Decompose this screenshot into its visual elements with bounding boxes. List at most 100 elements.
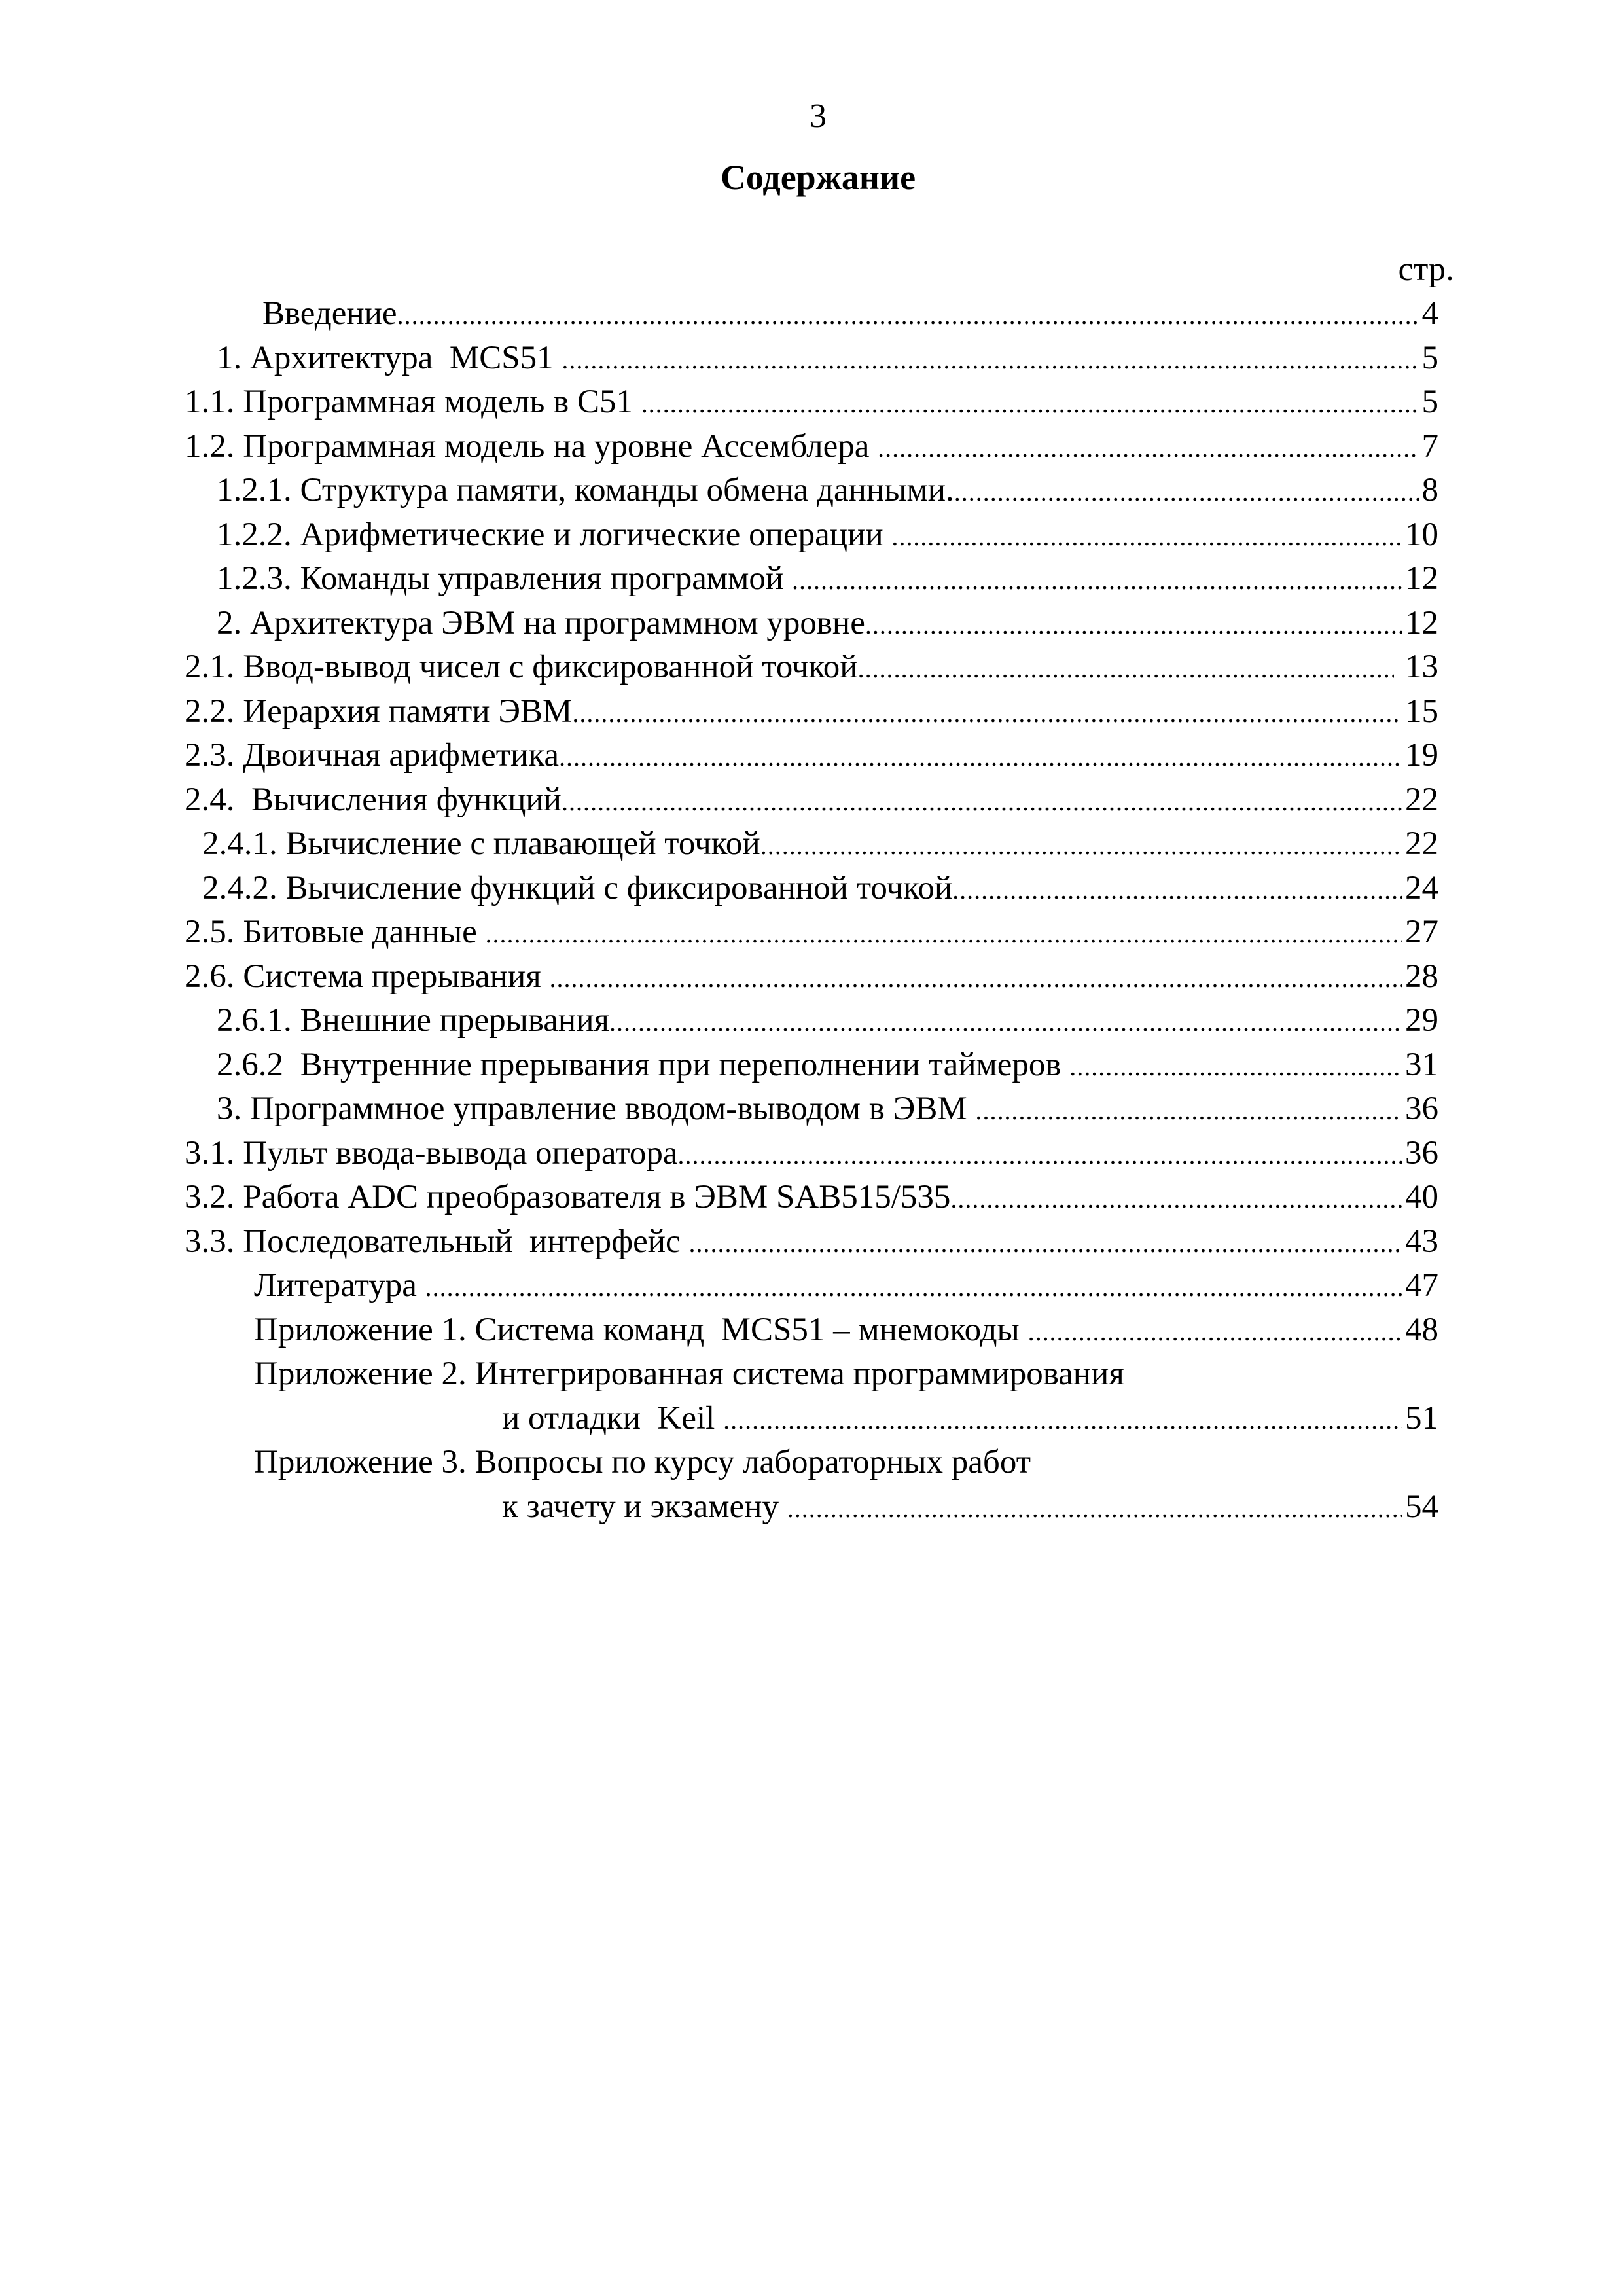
dot-leader <box>572 691 1402 736</box>
toc-entry-title: Приложение 2. Интегрированная система пр… <box>254 1355 1124 1392</box>
toc-entry-title: 2.2. Иерархия памяти ЭВМ <box>185 692 573 730</box>
dot-leader <box>878 426 1419 471</box>
dot-leader <box>562 338 1419 382</box>
toc-entry: 2.3. Двоичная арифметика 19 <box>0 734 1623 778</box>
toc-entry-title: Литература <box>254 1267 425 1304</box>
toc-entry: 1.2.3. Команды управления программой 12 <box>0 557 1623 601</box>
toc-entry-page: 13 <box>1397 649 1438 685</box>
toc-entry-title: Приложение 1. Система команд MCS51 – мне… <box>254 1311 1028 1348</box>
toc-entry-title: 3. Программное управление вводом-выводом… <box>217 1090 976 1127</box>
toc-entry: Приложение 2. Интегрированная система пр… <box>0 1352 1623 1397</box>
toc-entry: 3.1. Пульт ввода-вывода оператора 36 <box>0 1132 1623 1176</box>
dot-leader <box>787 1486 1402 1531</box>
toc-entry: 1.2. Программная модель на уровне Ассемб… <box>0 425 1623 469</box>
toc-entry-title: 1.2.1. Структура памяти, команды обмена … <box>217 472 954 509</box>
toc-entry-page: 28 <box>1405 958 1438 995</box>
toc-entry-page: 12 <box>1405 604 1438 641</box>
toc-entry-title: и отладки Keil <box>502 1399 724 1437</box>
toc-entry: 2.6.2 Внутренние прерывания при переполн… <box>0 1043 1623 1088</box>
toc-entry-page: 15 <box>1405 692 1438 730</box>
toc-entry-page: 36 <box>1405 1134 1438 1172</box>
toc-entry-title: 2.4.2. Вычисление функций с фиксированно… <box>202 869 953 906</box>
toc-entry-page: 27 <box>1405 914 1438 950</box>
toc-entry: 2.2. Иерархия памяти ЭВМ 15 <box>0 690 1623 734</box>
toc-entry: 2.6. Система прерывания 28 <box>0 955 1623 999</box>
dot-leader <box>549 956 1402 1001</box>
toc-entry-page: 43 <box>1405 1223 1438 1260</box>
toc-entry: Приложение 1. Система команд MCS51 – мне… <box>0 1308 1623 1353</box>
dot-leader <box>559 735 1402 780</box>
toc-entry-page: 5 <box>1421 384 1439 420</box>
dot-leader <box>678 1133 1403 1177</box>
toc-entry-page: 5 <box>1421 339 1439 376</box>
toc-entry: 1.2.1. Структура памяти, команды обмена … <box>0 469 1623 513</box>
toc-entry: 2.4.2. Вычисление функций с фиксированно… <box>0 867 1623 911</box>
page-title: Содержание <box>720 158 916 197</box>
toc-entry-title: к зачету и экзамену <box>502 1488 787 1525</box>
toc-entry: Введение 4 <box>0 292 1623 336</box>
toc-entry: Литература 47 <box>0 1264 1623 1308</box>
toc-entry-page: 22 <box>1405 825 1438 862</box>
toc-entry: к зачету и экзамену 54 <box>0 1485 1623 1530</box>
toc-entry-title: 2.4. Вычисления функций <box>185 781 562 818</box>
toc-entry-title: 3.2. Работа ADC преобразователя в ЭВМ SA… <box>185 1179 951 1215</box>
toc-entry-title: 2.6.1. Внешние прерывания <box>217 1002 609 1039</box>
toc-entry: 2.1. Ввод-вывод чисел с фиксированной то… <box>0 645 1623 690</box>
toc-entry-page: 40 <box>1405 1179 1438 1215</box>
toc-entry-title: 1.2.3. Команды управления программой <box>217 560 792 597</box>
toc-entry-title: 2. Архитектура ЭВМ на программном уровне <box>217 604 865 641</box>
toc-entry-page: 47 <box>1405 1267 1438 1304</box>
dot-leader <box>858 647 1395 691</box>
toc-entry: 1.1. Программная модель в С51 5 <box>0 380 1623 425</box>
dot-leader <box>1069 1045 1402 1089</box>
dot-leader <box>723 1398 1402 1443</box>
toc-entry-title: 1.1. Программная модель в С51 <box>185 384 641 420</box>
toc-entry: 1. Архитектура MCS51 5 <box>0 336 1623 381</box>
toc-entry: 2.5. Битовые данные 27 <box>0 910 1623 955</box>
dot-leader <box>688 1221 1402 1266</box>
dot-leader <box>975 1088 1402 1133</box>
toc-entry-title: 3.1. Пульт ввода-вывода оператора <box>185 1134 678 1172</box>
toc-entry-title: 2.3. Двоичная арифметика <box>185 737 559 774</box>
toc-entry-page: 8 <box>1421 472 1439 509</box>
toc-entry: 3.3. Последовательный интерфейс 43 <box>0 1220 1623 1265</box>
dot-leader <box>641 382 1419 426</box>
dot-leader <box>950 1177 1402 1221</box>
toc-entry-page: 36 <box>1405 1090 1438 1127</box>
page-column-label: стр. <box>1398 251 1454 288</box>
dot-leader <box>425 1265 1402 1310</box>
toc-entry-title: 1.2.2. Арифметические и логические опера… <box>217 516 892 553</box>
dot-leader <box>1028 1310 1402 1354</box>
toc-entry-title: Приложение 3. Вопросы по курсу лаборатор… <box>254 1444 1031 1480</box>
toc-entry-title: 1.2. Программная модель на уровне Ассемб… <box>185 427 878 465</box>
toc-entry-page: 4 <box>1421 295 1439 332</box>
toc-entry-title: Введение <box>262 295 397 332</box>
toc-entry-page: 22 <box>1405 781 1438 818</box>
toc-entry-page: 51 <box>1405 1399 1438 1437</box>
table-of-contents: Введение41. Архитектура MCS51 51.1. Прог… <box>0 292 1623 1529</box>
dot-leader <box>952 868 1402 912</box>
toc-entry-page: 19 <box>1405 737 1438 774</box>
toc-entry-page: 54 <box>1405 1488 1438 1525</box>
toc-entry-title: 3.3. Последовательный интерфейс <box>185 1223 689 1260</box>
toc-entry: 2.6.1. Внешние прерывания 29 <box>0 999 1623 1043</box>
dot-leader <box>865 603 1402 647</box>
toc-entry-page: 24 <box>1405 869 1438 906</box>
toc-entry-title: 2.1. Ввод-вывод чисел с фиксированной то… <box>185 649 858 685</box>
toc-entry-page: 29 <box>1405 1002 1438 1039</box>
dot-leader <box>760 823 1402 868</box>
dot-leader <box>891 514 1402 559</box>
toc-entry: 2.4. Вычисления функций 22 <box>0 778 1623 823</box>
dot-leader <box>397 293 1419 338</box>
dot-leader <box>792 558 1402 603</box>
toc-entry: 3. Программное управление вводом-выводом… <box>0 1087 1623 1132</box>
toc-entry: 1.2.2. Арифметические и логические опера… <box>0 513 1623 558</box>
toc-entry-page: 10 <box>1405 516 1438 553</box>
toc-entry-title: 1. Архитектура MCS51 <box>217 339 562 376</box>
toc-entry-title: 2.6.2 Внутренние прерывания при переполн… <box>217 1046 1070 1083</box>
toc-entry-title: 2.6. Система прерывания <box>185 958 550 995</box>
toc-entry: 2.4.1. Вычисление с плавающей точкой 22 <box>0 822 1623 867</box>
dot-leader <box>609 1000 1402 1045</box>
toc-entry-page: 31 <box>1405 1046 1438 1083</box>
toc-entry-page: 12 <box>1405 560 1438 597</box>
